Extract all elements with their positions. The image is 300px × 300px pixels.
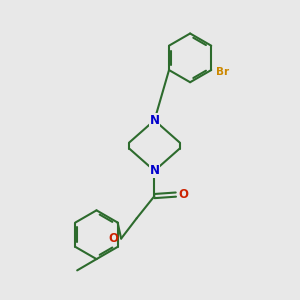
Text: Br: Br (216, 67, 229, 76)
Text: O: O (109, 232, 119, 245)
Text: N: N (149, 114, 160, 127)
Text: N: N (149, 164, 160, 177)
Text: O: O (179, 188, 189, 201)
